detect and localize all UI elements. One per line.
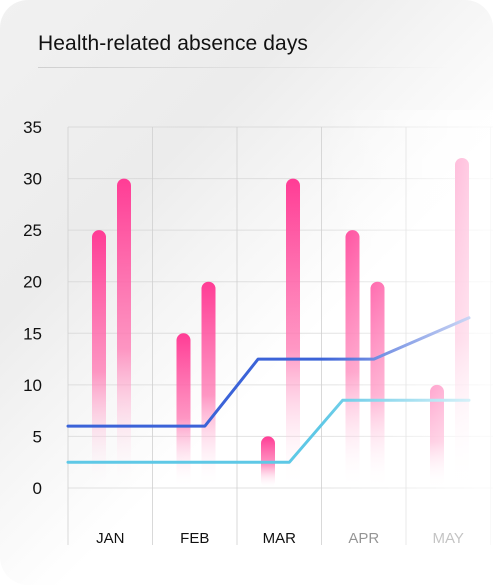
x-tick-label: APR xyxy=(348,530,379,547)
x-tick-label: FEB xyxy=(180,530,209,547)
bar xyxy=(176,333,191,488)
chart-title: Health-related absence days xyxy=(38,32,309,55)
y-tick-label: 5 xyxy=(33,427,42,446)
y-tick-label: 25 xyxy=(23,221,42,240)
y-tick-label: 30 xyxy=(23,170,42,189)
x-tick-label: JAN xyxy=(96,530,124,547)
x-tick-label: MAR xyxy=(263,530,297,547)
y-tick-label: 0 xyxy=(33,479,42,498)
y-axis-ticks: 0 5 10 15 20 25 30 35 xyxy=(23,118,42,498)
bar xyxy=(92,230,106,488)
title-divider xyxy=(38,67,448,68)
y-tick-label: 15 xyxy=(23,324,42,343)
x-axis-ticks: JAN FEB MAR APR MAY xyxy=(96,530,464,547)
y-tick-label: 35 xyxy=(23,118,42,137)
right-fade-overlay xyxy=(320,110,493,550)
x-tick-label: MAY xyxy=(433,530,464,547)
y-tick-label: 10 xyxy=(23,376,42,395)
bar xyxy=(286,178,300,489)
bar xyxy=(201,281,216,488)
bar xyxy=(117,178,131,489)
y-tick-label: 20 xyxy=(23,273,42,292)
